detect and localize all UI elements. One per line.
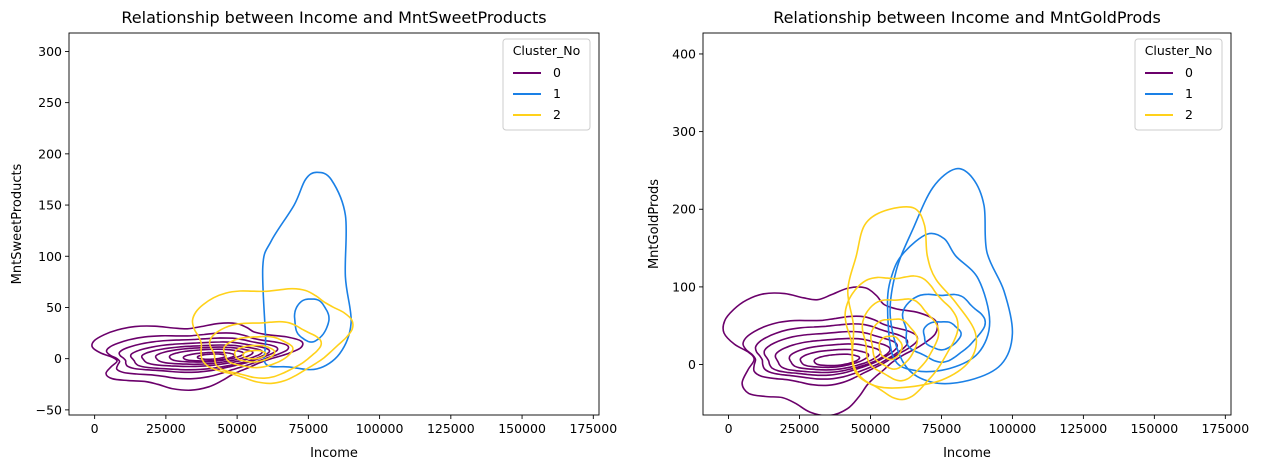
legend-title: Cluster_No [513,43,581,58]
x-tick-label: 150000 [498,421,546,436]
axes-frame [68,32,600,416]
legend-entry-1: 1 [1185,86,1193,101]
x-tick-label: 25000 [780,421,820,436]
contour-cluster-2-level-3 [233,344,276,363]
legend-box [1134,38,1223,131]
y-tick-label: 200 [672,202,696,217]
x-tick-label: 175000 [569,421,617,436]
contour-cluster-0-level-1 [105,332,290,380]
y-tick-label: 100 [672,279,696,294]
x-axis-label: Income [943,446,991,461]
contour-cluster-1-level-2 [901,293,987,364]
chart-title: Relationship between Income and MntGoldP… [773,8,1161,27]
x-tick-label: 100000 [989,421,1037,436]
contour-cluster-0-level-3 [763,330,898,377]
y-tick-label: 0 [688,357,696,372]
y-axis-label: MntSweetProducts [10,163,25,284]
legend-entry-0: 0 [1185,65,1193,80]
axes-frame [702,32,1232,416]
x-tick-label: 25000 [146,421,186,436]
legend: Cluster_No 0 1 2 [1134,38,1223,131]
x-tick-label: 75000 [922,421,962,436]
legend-entry-2: 2 [553,107,561,122]
contour-cluster-1-level-1 [886,232,991,373]
contour-cluster-2-level-3 [869,318,919,370]
contour-cluster-0-level-7 [813,353,861,367]
chart-sweet-products: 0 25000 50000 75000 100000 125000 150000 175000… [10,8,617,461]
x-tick-label: 0 [725,421,733,436]
contour-cluster-2-level-2 [861,298,940,382]
y-tick-label: 0 [54,351,62,366]
contour-cluster-0-level-5 [788,343,882,371]
contour-cluster-0-level-7 [182,351,236,362]
contour-cluster-2-level-0 [846,206,978,389]
y-tick-label: −50 [36,402,62,417]
y-tick-label: 50 [46,300,62,315]
contour-cluster-0-level-4 [774,337,891,374]
y-tick-label: 100 [38,249,62,264]
y-tick-label: 150 [38,198,62,213]
x-tick-label: 0 [91,421,99,436]
contour-cluster-2-level-1 [844,275,959,401]
y-tick-label: 300 [672,124,696,139]
contour-cluster-2-level-1 [208,320,323,380]
legend-entry-2: 2 [1185,107,1193,122]
x-tick-label: 50000 [851,421,891,436]
x-tick-label: 75000 [288,421,328,436]
y-axis-label: MntGoldProds [647,179,662,269]
y-tick-label: 200 [38,146,62,161]
x-tick-label: 100000 [356,421,404,436]
contour-cluster-0-level-8 [196,353,227,361]
contour-cluster-0-level-6 [799,348,870,369]
x-tick-label: 175000 [1201,421,1249,436]
contour-cluster-2-level-0 [191,287,354,385]
contour-cluster-0-level-2 [754,323,909,380]
y-tick-label: 400 [672,46,696,61]
x-axis-label: Income [310,446,358,461]
contour-cluster-1-level-0 [261,171,352,371]
contour-cluster-2-level-4 [242,349,267,360]
contours [722,167,1014,415]
y-tick-label: 250 [38,95,62,110]
chart-title: Relationship between Income and MntSweet… [121,8,546,27]
contour-cluster-0-level-5 [154,346,254,366]
y-tick-label: 300 [38,44,62,59]
contour-cluster-2-level-2 [222,335,294,369]
legend: Cluster_No 0 1 2 [502,38,591,131]
x-tick-label: 125000 [1060,421,1108,436]
legend-box [502,38,591,131]
contours [91,171,354,392]
legend-entry-0: 0 [553,65,561,80]
contour-cluster-2-level-4 [878,335,903,361]
chart-gold-products: 0 25000 50000 75000 100000 125000 150000 175000… [647,8,1249,461]
contour-cluster-0-level-2 [118,337,279,374]
x-tick-label: 150000 [1130,421,1178,436]
legend-entry-1: 1 [553,86,561,101]
x-tick-label: 50000 [217,421,257,436]
legend-title: Cluster_No [1145,43,1213,58]
x-tick-label: 125000 [427,421,475,436]
